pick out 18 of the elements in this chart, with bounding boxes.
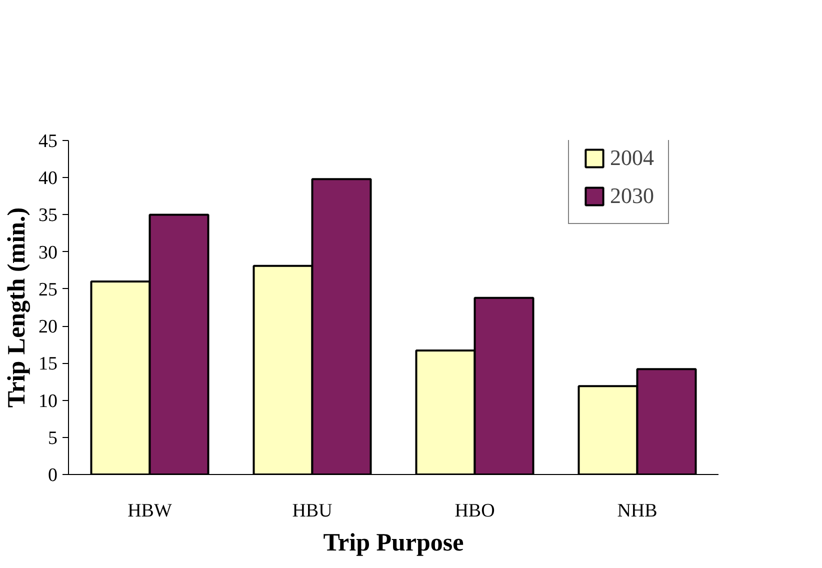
y-axis-title: Trip Length (min.): [4, 207, 30, 408]
y-tick-label: 45: [38, 131, 58, 152]
y-tick-label: 35: [38, 205, 58, 226]
y-tick-label: 10: [38, 390, 58, 412]
y-tick-label: 0: [48, 465, 58, 486]
y-tick-label: 25: [38, 279, 58, 300]
y-tick-label: 30: [38, 242, 58, 264]
legend-label: 2030: [610, 183, 654, 209]
y-tick-label: 15: [38, 354, 58, 375]
x-tick-label: HBU: [292, 500, 333, 522]
y-tick-label: 5: [48, 428, 58, 449]
y-tick-label: 20: [38, 316, 58, 338]
x-tick-label: HBO: [454, 500, 495, 522]
y-tick-label: 40: [38, 168, 58, 190]
x-tick-label: NHB: [617, 500, 658, 522]
x-axis-title: Trip Purpose: [323, 530, 464, 556]
x-tick-label: HBW: [128, 500, 172, 522]
legend-label: 2004: [610, 145, 654, 171]
